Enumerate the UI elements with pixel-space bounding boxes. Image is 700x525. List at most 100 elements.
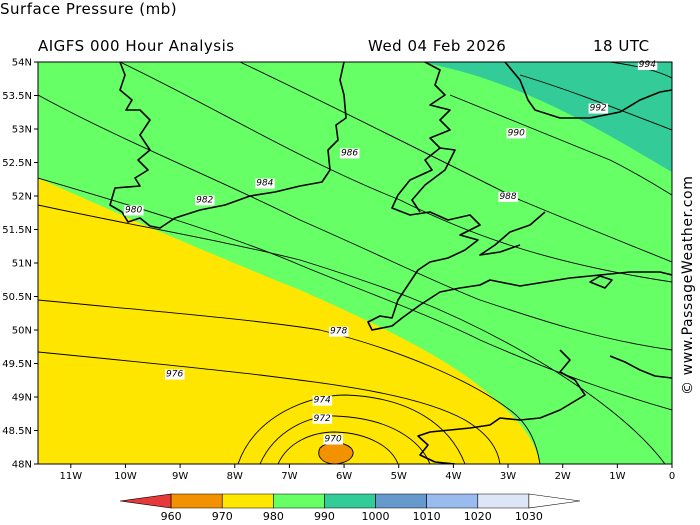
isobar-line	[38, 177, 672, 411]
lon-tick-label: 9W	[172, 471, 188, 482]
isobar-label: 974	[314, 396, 331, 406]
colorbar-swatch	[324, 493, 376, 509]
chart-title: Surface Pressure (mb)	[0, 0, 178, 18]
lat-tick-label: 49N	[12, 393, 32, 404]
coastlines	[109, 62, 672, 464]
isobar-label: 984	[256, 179, 273, 189]
isle-of-wight	[589, 275, 613, 289]
isobar-line	[38, 351, 501, 464]
credit-text: © www.PassageWeather.com	[680, 175, 696, 395]
isobar-label: 976	[166, 370, 183, 380]
colorbar: 960 970 980 990 1000 1010 1020 1030	[119, 493, 581, 523]
isobar-label: 988	[499, 192, 516, 202]
isobar-line	[119, 62, 672, 283]
isobar-line	[237, 394, 466, 464]
isobar-line	[38, 204, 666, 464]
lon-tick-label: 3W	[500, 471, 516, 482]
ireland-coast	[109, 62, 347, 229]
isobar-label: 980	[125, 205, 142, 215]
pressure-bands	[38, 62, 672, 464]
valid-date: Wed 04 Feb 2026	[368, 37, 507, 55]
isobar-label: 986	[341, 148, 358, 158]
isobar-line	[38, 94, 672, 351]
isobars	[38, 62, 672, 464]
isobar-label-bg	[165, 369, 185, 380]
colorbar-swatch	[426, 493, 479, 509]
isobar-label: 994	[639, 60, 656, 70]
lon-tick-label: 5W	[391, 471, 407, 482]
analysis-subtitle: AIGFS 000 Hour Analysis	[38, 37, 235, 55]
lon-tick-label: 2W	[555, 471, 571, 482]
isobar-label-bg	[498, 192, 518, 202]
lon-tick-label: 1W	[609, 471, 625, 482]
isobar-label: 978	[330, 327, 347, 337]
isobar-label-bg	[637, 60, 658, 71]
lon-tick-label: 7W	[281, 471, 297, 482]
lat-tick-label: 48N	[12, 460, 32, 471]
lat-tick-label: 53.5N	[2, 91, 32, 102]
isobar-line	[239, 62, 672, 263]
isobar-label: 992	[590, 104, 607, 114]
colorbar-label: 1030	[515, 510, 543, 523]
lon-tick-label: 4W	[445, 471, 461, 482]
band-970-980	[38, 178, 540, 464]
france-coast	[417, 349, 586, 464]
lat-tick-label: 52N	[12, 192, 32, 203]
isobar-line	[259, 415, 431, 464]
isobar-line	[38, 299, 541, 464]
isobar-label-bg	[323, 434, 343, 445]
colorbar-label: 1000	[362, 510, 390, 523]
lon-tick-label: 6W	[336, 471, 352, 482]
band-960-970	[318, 442, 354, 464]
france-north-coast	[609, 355, 672, 379]
colorbar-label: 990	[314, 510, 335, 523]
axes: 54N 53.5N 53N 52.5N 52N 51.5N 51N 50.5N 50N 49.5N…	[2, 58, 675, 483]
colorbar-label: 1010	[413, 510, 441, 523]
lat-tick-label: 51N	[12, 259, 32, 270]
isobar-line	[519, 74, 672, 131]
isobar-line	[277, 431, 399, 464]
isobar-label: 970	[325, 435, 342, 445]
valid-time: 18 UTC	[593, 37, 650, 55]
isobar-label-bg	[312, 395, 333, 406]
colorbar-swatch	[528, 493, 581, 509]
isobar-label-bg	[255, 178, 275, 189]
isobar-label-bg	[588, 103, 609, 114]
britain-coast	[367, 62, 672, 331]
isobar-label: 990	[508, 128, 525, 138]
isobar-label-bg	[506, 128, 527, 139]
colorbar-swatch	[375, 493, 427, 509]
wales-outline	[411, 147, 456, 213]
isobar-label-bg	[339, 148, 360, 159]
lon-tick-label: 10W	[114, 471, 137, 482]
lon-tick-label: 8W	[227, 471, 243, 482]
isobar-label-bg	[329, 326, 349, 337]
lat-tick-label: 48.5N	[2, 426, 32, 437]
isobar-label: 972	[314, 414, 331, 424]
isobar-labels: 994 992 990 988 986 984 982 980 978 976 974 972 970	[124, 60, 658, 445]
lat-tick-label: 52.5N	[2, 158, 32, 169]
england-east-coast	[504, 62, 672, 119]
isobar-label: 982	[196, 195, 213, 205]
bristol-channel	[479, 211, 546, 256]
colorbar-label: 970	[212, 510, 233, 523]
isobar-label-bg	[195, 195, 215, 206]
lat-tick-label: 49.5N	[2, 359, 32, 370]
colorbar-swatch	[273, 493, 325, 509]
lon-tick-label: 0	[669, 471, 675, 482]
lon-tick-label: 11W	[59, 471, 82, 482]
lat-tick-label: 50.5N	[2, 292, 32, 303]
colorbar-label: 960	[161, 510, 182, 523]
lat-tick-label: 53N	[12, 125, 32, 136]
isobar-label-bg	[124, 205, 144, 216]
lat-tick-label: 54N	[12, 58, 32, 69]
colorbar-label: 980	[263, 510, 284, 523]
colorbar-swatch	[477, 493, 530, 509]
colorbar-swatch	[119, 493, 172, 509]
band-990-1000	[420, 62, 672, 172]
lat-tick-label: 50N	[12, 326, 32, 337]
isobar-label-bg	[312, 413, 333, 424]
colorbar-label: 1020	[464, 510, 492, 523]
lat-tick-label: 51.5N	[2, 225, 32, 236]
